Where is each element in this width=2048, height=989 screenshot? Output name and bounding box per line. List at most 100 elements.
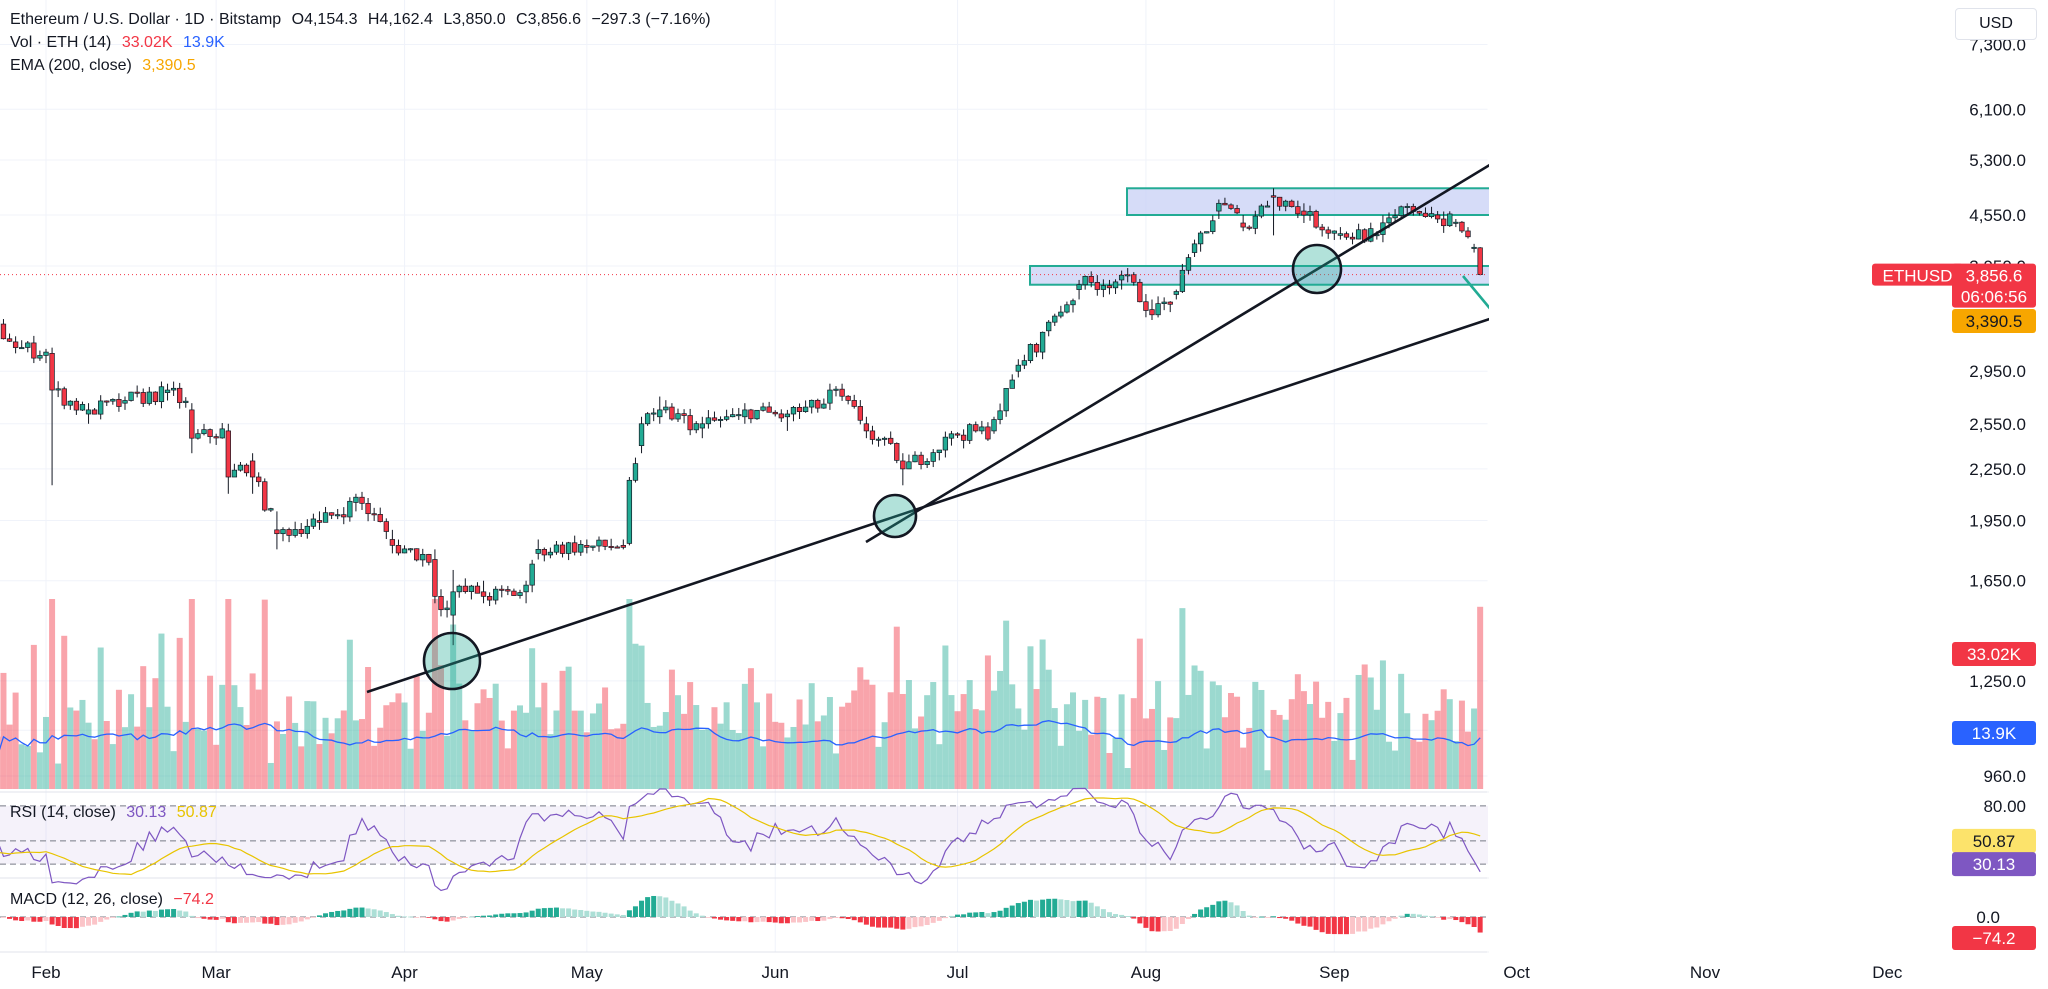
volume-bar (1465, 731, 1471, 789)
macd-histogram-bar (1283, 917, 1289, 919)
candle-body (1252, 215, 1258, 229)
candle-body (1325, 229, 1331, 234)
volume-bar (857, 667, 864, 789)
candle-body (128, 391, 134, 401)
volume-bar (1033, 689, 1040, 789)
candle (839, 383, 845, 401)
ema-value: 3,390.5 (142, 57, 196, 74)
volume-bar (188, 599, 195, 789)
macd-histogram-bar (578, 909, 584, 917)
volume-bar (1173, 718, 1180, 789)
volume-bar (1130, 698, 1137, 789)
candle-body (663, 406, 669, 411)
candle-body (1404, 206, 1410, 208)
volume-bar (1221, 717, 1228, 789)
ema-badge: 3,390.5 (1952, 309, 2036, 334)
candle (456, 584, 462, 598)
open-value: O4,154.3 (291, 11, 358, 28)
candle (1258, 203, 1265, 219)
candle (262, 478, 268, 512)
candle-body (614, 546, 620, 549)
candle-body (1246, 226, 1252, 229)
candle (116, 393, 122, 412)
candle (140, 388, 146, 408)
volume-label[interactable]: Vol · ETH (14) (10, 34, 112, 51)
macd-histogram-bar (948, 915, 954, 917)
rsi-label[interactable]: RSI (14, close) (10, 804, 116, 821)
macd-histogram-bar (663, 897, 669, 917)
candle-body (1149, 309, 1155, 316)
volume-bar (407, 748, 414, 789)
candle-body (116, 399, 122, 407)
ema-label[interactable]: EMA (200, close) (10, 57, 132, 74)
price-axis[interactable]: 8,500.07,300.06,100.05,300.04,550.03,950… (1489, 0, 2048, 989)
candle (213, 433, 219, 445)
macd-histogram-bar (1234, 905, 1240, 917)
candle (523, 580, 529, 604)
candle-body (1307, 211, 1313, 216)
time-axis[interactable]: Feb Mar Apr May Jun Jul Aug Sep Oct Nov Dec (31, 963, 1903, 982)
candle-body (6, 338, 13, 342)
candle-body (997, 410, 1003, 420)
candle (638, 416, 645, 454)
candle (1264, 200, 1271, 208)
candle (1441, 211, 1447, 233)
trendline-drawings[interactable] (366, 54, 1671, 694)
macd-histogram-bar (815, 917, 821, 922)
volume-bar (1197, 670, 1204, 789)
candle (912, 451, 918, 463)
volume-bar (1003, 620, 1010, 789)
macd-histogram-bar (1070, 901, 1076, 917)
macd-histogram-bar (857, 917, 863, 923)
candle-body (760, 406, 766, 411)
candle-body (480, 591, 487, 597)
candle-body (1441, 218, 1447, 227)
candle-body (274, 529, 280, 535)
candle-body (493, 588, 499, 601)
macd-histogram-bar (13, 917, 19, 921)
macd-histogram-bar (1453, 917, 1459, 921)
volume-bar (122, 727, 128, 789)
candle (493, 586, 499, 605)
volume-bar (960, 694, 967, 789)
macd-histogram-bar (310, 917, 316, 918)
volume-bar (456, 683, 463, 789)
macd-histogram-bar (1337, 917, 1343, 935)
volume-bar (517, 705, 523, 789)
volume-bar (371, 745, 378, 789)
candle (869, 425, 876, 445)
volume-bar (1471, 708, 1478, 789)
volume-bar (772, 721, 779, 789)
candle (347, 497, 353, 522)
volume-bar (450, 624, 457, 789)
candle (900, 453, 906, 486)
currency-selector[interactable]: USD (1955, 8, 2037, 40)
volume-bar (97, 647, 104, 789)
highlight-circle (872, 493, 918, 539)
candle-body (414, 548, 420, 561)
candle (1027, 343, 1034, 364)
macd-histogram-bar (110, 917, 116, 918)
symbol-title[interactable]: Ethereum / U.S. Dollar · 1D · Bitstamp (10, 11, 282, 28)
volume-bar (1209, 681, 1216, 789)
volume-bar (401, 702, 408, 789)
candle-body (1386, 217, 1392, 224)
macd-histogram-bar (1040, 899, 1046, 917)
macd-histogram-bar (541, 908, 547, 917)
low-value: L3,850.0 (443, 11, 506, 28)
volume-bar (267, 762, 274, 789)
rsi-tick-label: 80.00 (1983, 797, 2026, 816)
close-value: C3,856.6 (516, 11, 581, 28)
candle (815, 398, 821, 413)
volume-bar (1434, 710, 1441, 789)
volume-bar (705, 729, 712, 789)
candle-body (1137, 281, 1143, 303)
macd-histogram-bar (736, 917, 742, 922)
volume-bar (1458, 700, 1465, 789)
macd-histogram-bar (444, 917, 450, 922)
macd-label[interactable]: MACD (12, 26, close) (10, 891, 163, 908)
candle-body (991, 419, 997, 432)
candle-body (1070, 300, 1076, 306)
